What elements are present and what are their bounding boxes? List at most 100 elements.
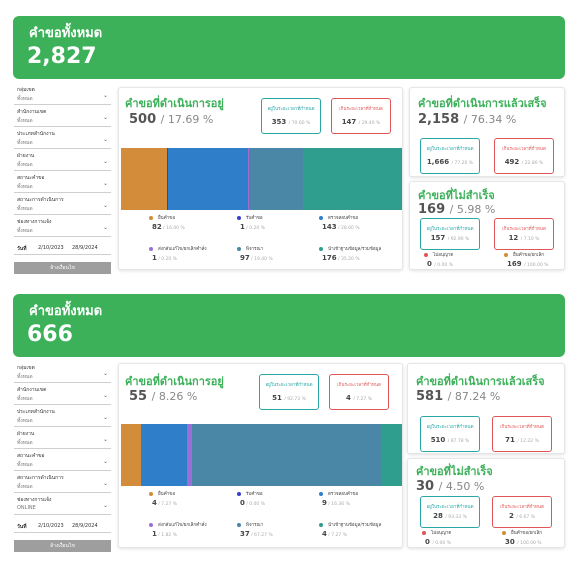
- filter-value: ONLINE: [17, 505, 36, 511]
- completed-card: คำขอที่ดำเนินการแล้วเสร็จ 581 / 87.24 % …: [407, 363, 565, 454]
- filter-channel[interactable]: ช่องทางการแจ้ง ทั้งหมด ⌄: [14, 217, 111, 237]
- legend-label: นำเข้าฐานข้อมูล/รวมข้อมูล: [328, 247, 382, 252]
- filter-request-status[interactable]: สถานะคำขอ ทั้งหมด ⌄: [14, 451, 111, 471]
- legend-dot: [237, 522, 241, 527]
- filter-district-office[interactable]: สำนักงานเขต ทั้งหมด ⌄: [14, 107, 111, 127]
- box-label: อยู่ในระยะเวลาที่กำหนด: [426, 505, 474, 510]
- box-value: 353 / 70.60 %: [271, 118, 311, 126]
- failed-card: คำขอที่ไม่สำเร็จ 30 / 4.50 % อยู่ในระยะเ…: [407, 458, 565, 548]
- legend-label: ส่งกลับแก้ไข/ยกเลิกคำสั่ง: [158, 523, 207, 528]
- completed-within-box[interactable]: อยู่ในระยะเวลาที่กำหนด 1,666 / 77.20 %: [420, 138, 480, 174]
- box-label: เกินระยะเวลาที่กำหนด: [339, 107, 383, 112]
- chevron-down-icon: ⌄: [102, 224, 108, 231]
- clear-filters-button[interactable]: ล้างเงื่อนไข: [14, 540, 111, 552]
- legend-dot: [319, 522, 323, 527]
- in-progress-card: คำขอที่ดำเนินการอยู่ 55 / 8.26 % อยู่ในร…: [118, 363, 403, 548]
- failed-over-box[interactable]: เกินระยะเวลาที่กำหนด 2 / 6.67 %: [492, 496, 552, 528]
- box-label: เกินระยะเวลาที่กำหนด: [502, 147, 546, 152]
- legend-dot: [422, 530, 426, 535]
- filter-label: กลุ่มเขต: [17, 87, 35, 93]
- filter-value: ทั้งหมด: [17, 162, 33, 168]
- box-label: เกินระยะเวลาที่กำหนด: [500, 505, 544, 510]
- bar-segment[interactable]: [192, 424, 382, 486]
- legend-item: ส่งกลับแก้ไข/ยกเลิกคำสั่ง 1 / 0.20 %: [149, 245, 207, 262]
- date-range[interactable]: วันที่ 2/10/2023 28/9/2024: [14, 519, 111, 533]
- in-progress-within-box[interactable]: อยู่ในระยะเวลาที่กำหนด 353 / 70.60 %: [261, 98, 321, 134]
- legend-value: 0 / 0.00 %: [427, 260, 453, 268]
- bar-segment[interactable]: [141, 424, 188, 486]
- filter-office-type[interactable]: ประเภทสำนักงาน ทั้งหมด ⌄: [14, 129, 111, 149]
- box-value: 51 / 92.73 %: [272, 394, 306, 402]
- legend-label: ส่งกลับแก้ไข/ยกเลิกคำสั่ง: [158, 247, 207, 252]
- bar-segment[interactable]: [121, 424, 142, 486]
- completed-count: 581 / 87.24 %: [416, 389, 501, 404]
- bar-segment[interactable]: [303, 148, 402, 210]
- legend-dot: [149, 522, 153, 527]
- bar-segment[interactable]: [167, 148, 249, 210]
- date-from[interactable]: 2/10/2023: [38, 245, 64, 251]
- legend-label: รับคำขอ: [246, 216, 263, 221]
- completed-over-box[interactable]: เกินระยะเวลาที่กำหนด 71 / 12.22 %: [492, 416, 552, 452]
- date-range[interactable]: วันที่ 2/10/2023 28/9/2024: [14, 241, 111, 255]
- legend-dot: [504, 252, 508, 257]
- chevron-down-icon: ⌄: [102, 158, 108, 165]
- in-progress-over-box[interactable]: เกินระยะเวลาที่กำหนด 147 / 29.40 %: [331, 98, 391, 134]
- failed-card: คำขอที่ไม่สำเร็จ 169 / 5.98 % อยู่ในระยะ…: [409, 181, 565, 270]
- date-from[interactable]: 2/10/2023: [38, 523, 64, 529]
- filter-district-office[interactable]: สำนักงานเขต ทั้งหมด ⌄: [14, 385, 111, 405]
- date-to[interactable]: 28/9/2024: [72, 523, 98, 529]
- filter-channel[interactable]: ช่องทางการแจ้ง ONLINE ⌄: [14, 495, 111, 515]
- filter-label: สถานะการดำเนินการ: [17, 197, 64, 203]
- filter-request-status[interactable]: สถานะคำขอ ทั้งหมด ⌄: [14, 173, 111, 193]
- filter-value: ทั้งหมด: [17, 396, 33, 402]
- legend-value: 37 / 67.27 %: [240, 530, 273, 538]
- bar-segment[interactable]: [248, 148, 250, 210]
- filter-department[interactable]: ฝ่ายงาน ทั้งหมด ⌄: [14, 429, 111, 449]
- filter-process-status[interactable]: สถานะการดำเนินการ ทั้งหมด ⌄: [14, 473, 111, 493]
- bar-segment[interactable]: [249, 148, 304, 210]
- failed-within-box[interactable]: อยู่ในระยะเวลาที่กำหนด 157 / 92.90 %: [420, 218, 480, 250]
- failed-title: คำขอที่ไม่สำเร็จ: [418, 189, 495, 202]
- legend-dot: [319, 491, 323, 496]
- in-progress-title: คำขอที่ดำเนินการอยู่: [125, 375, 224, 388]
- filter-value: ทั้งหมด: [17, 140, 33, 146]
- date-label: วันที่: [17, 524, 27, 530]
- legend-item: รับคำขอ 0 / 0.00 %: [237, 490, 265, 507]
- filter-process-status[interactable]: สถานะการดำเนินการ ทั้งหมด ⌄: [14, 195, 111, 215]
- box-label: อยู่ในระยะเวลาที่กำหนด: [426, 425, 474, 430]
- in-progress-within-box[interactable]: อยู่ในระยะเวลาที่กำหนด 51 / 92.73 %: [259, 374, 319, 410]
- bar-segment[interactable]: [187, 424, 193, 486]
- in-progress-over-box[interactable]: เกินระยะเวลาที่กำหนด 4 / 7.27 %: [329, 374, 389, 410]
- box-label: อยู่ในระยะเวลาที่กำหนด: [426, 147, 474, 152]
- filter-zone-group[interactable]: กลุ่มเขต ทั้งหมด ⌄: [14, 85, 111, 105]
- filter-department[interactable]: ฝ่ายงานทั้งหมด ⌄: [14, 151, 111, 171]
- failed-over-box[interactable]: เกินระยะเวลาที่กำหนด 12 / 7.10 %: [494, 218, 554, 250]
- completed-over-box[interactable]: เกินระยะเวลาที่กำหนด 492 / 22.80 %: [494, 138, 554, 174]
- box-value: 2 / 6.67 %: [509, 512, 535, 520]
- legend-item: ยื่นคำขอ 82 / 16.40 %: [149, 214, 185, 231]
- legend-dot: [237, 215, 241, 220]
- filter-zone-group[interactable]: กลุ่มเขต ทั้งหมด ⌄: [14, 363, 111, 383]
- completed-within-box[interactable]: อยู่ในระยะเวลาที่กำหนด 510 / 87.78 %: [420, 416, 480, 452]
- chevron-down-icon: ⌄: [102, 480, 108, 487]
- legend-value: 1 / 0.20 %: [240, 223, 265, 231]
- legend-dot: [149, 246, 153, 251]
- filter-office-type[interactable]: ประเภทสำนักงาน ทั้งหมด ⌄: [14, 407, 111, 427]
- legend-item: พิจารณา 97 / 19.40 %: [237, 245, 273, 262]
- bar-segment[interactable]: [166, 148, 168, 210]
- legend-label: ยื่นคำขอ: [158, 492, 176, 497]
- chevron-down-icon: ⌄: [102, 114, 108, 121]
- date-to[interactable]: 28/9/2024: [72, 245, 98, 251]
- filter-panel: กลุ่มเขต ทั้งหมด ⌄ สำนักงานเขต ทั้งหมด ⌄ ประ…: [14, 85, 111, 274]
- chevron-down-icon: ⌄: [102, 180, 108, 187]
- filter-label: ฝ่ายงาน: [17, 153, 35, 159]
- total-title: คำขอทั้งหมด: [29, 26, 103, 41]
- bar-segment[interactable]: [381, 424, 402, 486]
- bar-segment[interactable]: [121, 148, 167, 210]
- legend-label: นำเข้าฐานข้อมูล/รวมข้อมูล: [328, 523, 382, 528]
- failed-within-box[interactable]: อยู่ในระยะเวลาที่กำหนด 28 / 93.33 %: [420, 496, 480, 528]
- legend-value: 9 / 16.36 %: [322, 499, 350, 507]
- filter-value: ทั้งหมด: [17, 228, 33, 234]
- filter-label: สำนักงานเขต: [17, 109, 47, 115]
- clear-filters-button[interactable]: ล้างเงื่อนไข: [14, 262, 111, 274]
